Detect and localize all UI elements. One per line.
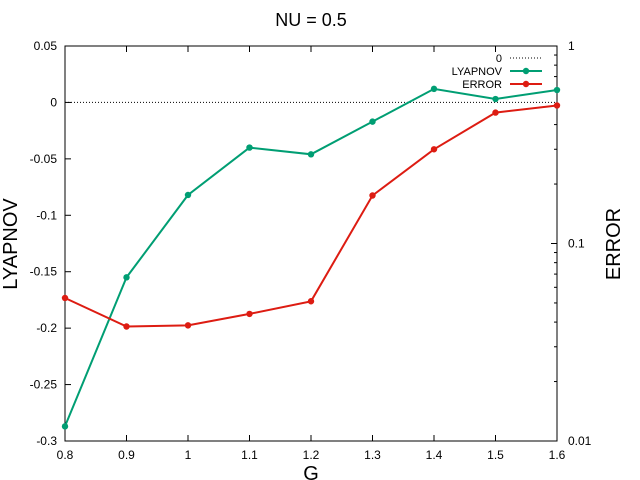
x-axis-title: G — [303, 463, 319, 480]
y2-tick-label: 1 — [568, 39, 575, 53]
data-point — [184, 322, 192, 329]
y-tick-label: -0.1 — [36, 208, 57, 222]
legend-label: ERROR — [462, 79, 502, 91]
x-tick-label: 0.8 — [57, 448, 74, 462]
y-axis-title: LYAPNOV — [0, 198, 22, 290]
y-tick-label: -0.25 — [30, 378, 58, 392]
plot-frame — [64, 45, 558, 442]
x-tick-label: 1.3 — [364, 448, 381, 462]
x-tick-label: 1.6 — [549, 448, 566, 462]
data-point — [430, 146, 438, 153]
legend-label: LYAPNOV — [452, 66, 503, 78]
series-line-lyapnov — [64, 87, 558, 427]
y-tick-label: 0.05 — [34, 39, 58, 53]
data-point — [61, 423, 69, 430]
x-tick-label: 1.4 — [426, 448, 443, 462]
data-point — [369, 192, 376, 199]
data-point — [246, 144, 253, 151]
x-tick-label: 1.5 — [487, 448, 504, 462]
data-point — [492, 109, 499, 116]
y-tick-label: -0.05 — [30, 152, 58, 166]
data-point — [123, 323, 130, 330]
y2-tick-label: 0.01 — [568, 434, 592, 448]
y-tick-label: 0 — [50, 95, 57, 109]
series-line-error — [64, 104, 558, 328]
legend-marker — [522, 80, 530, 88]
x-tick-label: 1 — [185, 448, 192, 462]
data-point — [307, 151, 315, 158]
chart-title: NU = 0.5 — [275, 10, 347, 30]
data-point — [492, 95, 499, 103]
x-tick-label: 1.2 — [303, 448, 320, 462]
y-tick-label: -0.15 — [30, 265, 58, 279]
data-point — [430, 85, 438, 93]
data-point — [369, 118, 376, 125]
legend-marker — [522, 67, 530, 75]
data-point — [553, 86, 561, 94]
y2-axis-title: ERROR — [603, 208, 625, 280]
data-point — [553, 102, 561, 109]
data-point — [307, 298, 315, 305]
plot-area: 0.8 0.9 1 1.1 1.2 1.3 1.4 1.5 1.6 0.05 0 -0.05 -0.1 -… — [30, 39, 592, 462]
data-point — [61, 294, 69, 302]
data-point — [246, 310, 253, 318]
y2-tick-label: 0.1 — [568, 237, 585, 251]
data-point — [184, 191, 192, 199]
x-tick-label: 1.1 — [241, 448, 258, 462]
legend-label: 0 — [496, 53, 502, 65]
x-tick-label: 0.9 — [118, 448, 135, 462]
y-tick-label: -0.3 — [36, 434, 57, 448]
y-tick-label: -0.2 — [36, 321, 57, 335]
data-point — [123, 274, 130, 281]
